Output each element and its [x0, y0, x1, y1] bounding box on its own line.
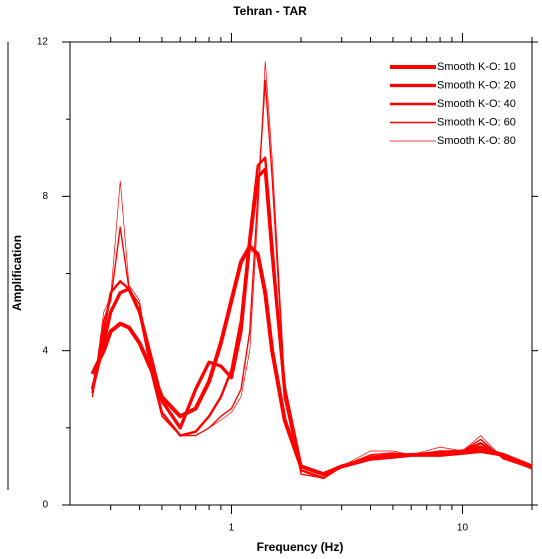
plot-frame	[69, 41, 533, 506]
series-line	[91, 79, 533, 479]
y-tick-label: 8	[42, 191, 48, 202]
series-line	[91, 156, 533, 480]
x-axis-label: Frequency (Hz)	[257, 540, 344, 554]
x-tick-label: 10	[457, 523, 469, 534]
y-tick-label: 12	[37, 37, 49, 48]
chart-title: Tehran - TAR	[233, 4, 307, 18]
y-tick-label: 4	[42, 345, 48, 356]
series-line	[92, 60, 533, 479]
legend-text: Smooth K-O: 80	[437, 135, 516, 147]
legend-text: Smooth K-O: 40	[437, 98, 516, 110]
series-line	[90, 244, 533, 477]
legend-text: Smooth K-O: 60	[437, 116, 516, 128]
y-tick-label: 0	[42, 500, 48, 511]
legend-text: Smooth K-O: 20	[437, 79, 516, 91]
y-axis-label: Amplification	[10, 235, 24, 311]
series-line	[90, 167, 533, 476]
x-tick-label: 1	[229, 523, 235, 534]
legend-text: Smooth K-O: 10	[437, 61, 516, 73]
